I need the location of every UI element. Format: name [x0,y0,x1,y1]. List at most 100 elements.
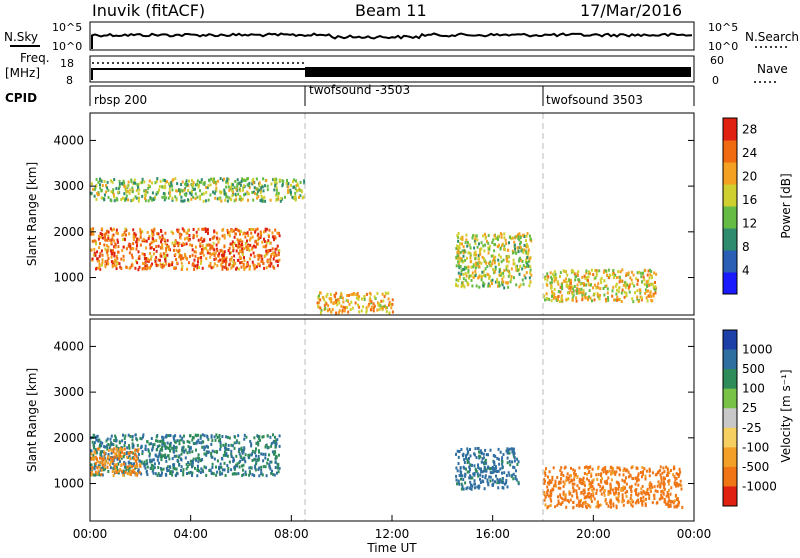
data-cell [337,311,340,315]
data-cell [583,466,586,470]
data-cell [563,482,566,486]
data-cell [132,242,135,246]
data-cell [242,468,244,472]
data-cell [252,251,255,255]
data-cell [346,294,349,297]
data-cell [242,473,245,477]
data-cell [608,469,611,473]
data-cell [641,501,644,505]
data-cell [479,473,482,477]
data-cell [161,236,164,240]
data-cell [476,262,479,265]
data-cell [233,446,236,450]
data-cell [161,448,164,452]
data-cell [165,456,168,460]
data-cell [592,273,595,277]
data-cell [455,452,457,456]
data-cell [642,470,645,474]
colorbar-tick-label: 24 [742,146,757,160]
data-cell [121,233,124,237]
data-cell [462,487,465,491]
data-cell [323,297,325,301]
data-cell [215,243,218,247]
data-cell [599,479,602,482]
data-cell [176,230,179,234]
data-cell [482,244,485,248]
data-cell [508,473,511,477]
data-cell [388,303,390,307]
data-cell [455,278,458,282]
data-cell [248,248,251,252]
data-cell [169,194,172,198]
data-cell [98,445,101,449]
data-cell [255,265,258,269]
data-cell [455,247,458,250]
data-cell [130,180,133,184]
data-cell [232,183,234,187]
data-cell [128,232,131,236]
data-cell [111,456,114,460]
data-cell [667,495,670,499]
data-cell [274,439,277,443]
data-cell [275,186,278,190]
data-cell [617,298,620,302]
nsky-panel: N.Sky 10^5 10^0 10^5 10^0 N.Search [4,21,799,53]
data-cell [243,259,246,263]
data-cell [560,477,562,481]
data-cell [255,462,257,466]
data-cell [546,283,549,287]
data-cell [461,237,464,241]
data-cell [607,268,610,272]
data-cell [260,468,263,472]
data-cell [100,468,103,472]
data-cell [266,184,269,188]
data-cell [474,266,477,270]
data-cell [263,266,266,270]
data-cell [223,245,226,249]
data-cell [154,258,157,262]
data-cell [200,259,203,263]
data-cell [340,293,343,297]
data-cell [492,454,495,457]
data-cell [118,185,121,189]
data-cell [501,281,504,285]
data-cell [187,229,190,232]
data-cell [114,467,117,471]
data-cell [122,433,124,437]
data-cell [260,232,263,236]
data-cell [155,239,158,243]
data-cell [257,262,260,266]
data-cell [117,451,120,455]
data-cell [254,449,257,453]
data-cell [156,445,159,448]
data-cell [474,486,476,490]
data-cell [275,192,278,196]
data-cell [267,250,270,254]
data-cell [134,235,137,239]
data-cell [645,469,648,473]
data-cell [584,276,587,280]
data-cell [115,197,118,201]
data-cell [105,244,108,247]
data-cell [125,247,128,251]
data-cell [107,237,110,241]
data-cell [127,198,130,202]
data-cell [151,232,154,236]
data-cell [654,286,657,290]
data-cell [172,444,175,448]
data-cell [592,491,595,495]
data-cell [465,487,468,491]
data-cell [464,241,467,245]
data-cell [460,448,463,451]
data-cell [113,178,116,181]
data-cell [251,473,254,477]
data-cell [338,309,341,313]
data-cell [125,194,128,198]
data-cell [457,260,460,264]
colorbar-tick-label: 12 [742,217,757,231]
data-cell [608,274,611,278]
data-cell [494,236,497,240]
data-cell [147,187,150,190]
data-cell [620,488,623,492]
data-cell [466,470,469,474]
